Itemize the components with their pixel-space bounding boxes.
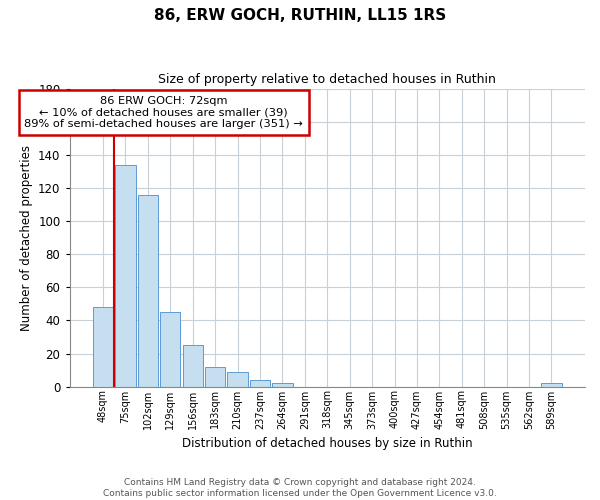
Text: Contains HM Land Registry data © Crown copyright and database right 2024.
Contai: Contains HM Land Registry data © Crown c… — [103, 478, 497, 498]
Title: Size of property relative to detached houses in Ruthin: Size of property relative to detached ho… — [158, 72, 496, 86]
Bar — [160, 312, 181, 386]
Bar — [250, 380, 270, 386]
Y-axis label: Number of detached properties: Number of detached properties — [20, 145, 32, 331]
Text: 86, ERW GOCH, RUTHIN, LL15 1RS: 86, ERW GOCH, RUTHIN, LL15 1RS — [154, 8, 446, 22]
X-axis label: Distribution of detached houses by size in Ruthin: Distribution of detached houses by size … — [182, 437, 473, 450]
Bar — [138, 195, 158, 386]
Bar — [227, 372, 248, 386]
Bar — [272, 383, 293, 386]
Text: 86 ERW GOCH: 72sqm
← 10% of detached houses are smaller (39)
89% of semi-detache: 86 ERW GOCH: 72sqm ← 10% of detached hou… — [24, 96, 303, 129]
Bar — [182, 346, 203, 387]
Bar — [541, 383, 562, 386]
Bar — [115, 166, 136, 386]
Bar — [93, 308, 113, 386]
Bar — [205, 366, 225, 386]
